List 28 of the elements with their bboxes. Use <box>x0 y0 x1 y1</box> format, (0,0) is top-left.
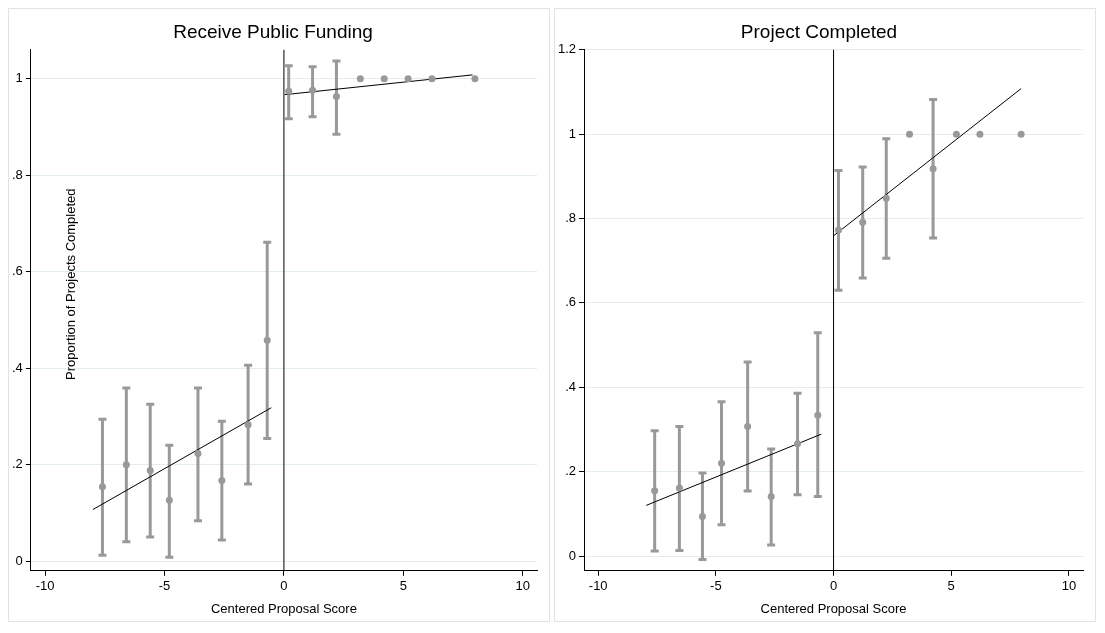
y-tick-label: .8 <box>565 210 577 226</box>
y-tick-label: 0 <box>15 552 23 568</box>
x-tick-label: -10 <box>35 578 55 594</box>
y-tick-label: .6 <box>565 294 577 310</box>
chart-title: Project Completed <box>740 20 898 42</box>
x-tick-label: -5 <box>710 578 722 594</box>
y-tick-label: .2 <box>12 456 23 472</box>
y-tick-label: 1.2 <box>557 41 577 57</box>
x-tick-label: 5 <box>947 578 955 594</box>
chart-title: Receive Public Funding <box>173 20 373 42</box>
y-tick-label: 0 <box>568 547 577 563</box>
x-axis-title: Centered Proposal Score <box>760 600 907 616</box>
x-axis-title: Centered Proposal Score <box>210 600 357 616</box>
y-tick-label: .4 <box>12 359 23 375</box>
y-tick-label: .8 <box>12 166 23 182</box>
y-tick-label: 1 <box>15 70 23 86</box>
y-tick-label: .4 <box>565 378 577 394</box>
x-tick-label: 10 <box>1061 578 1077 594</box>
y-axis-title: Proportion of Projects Completed <box>62 188 78 380</box>
x-tick-label: -10 <box>588 578 608 594</box>
x-tick-label: 5 <box>399 578 407 594</box>
x-tick-label: -5 <box>158 578 171 594</box>
x-tick-label: 0 <box>829 578 838 594</box>
y-tick-label: .2 <box>565 463 577 479</box>
x-tick-label: 10 <box>515 578 530 594</box>
y-tick-label: .6 <box>12 263 23 279</box>
x-tick-label: 0 <box>280 578 288 594</box>
y-tick-label: 1 <box>568 125 577 141</box>
